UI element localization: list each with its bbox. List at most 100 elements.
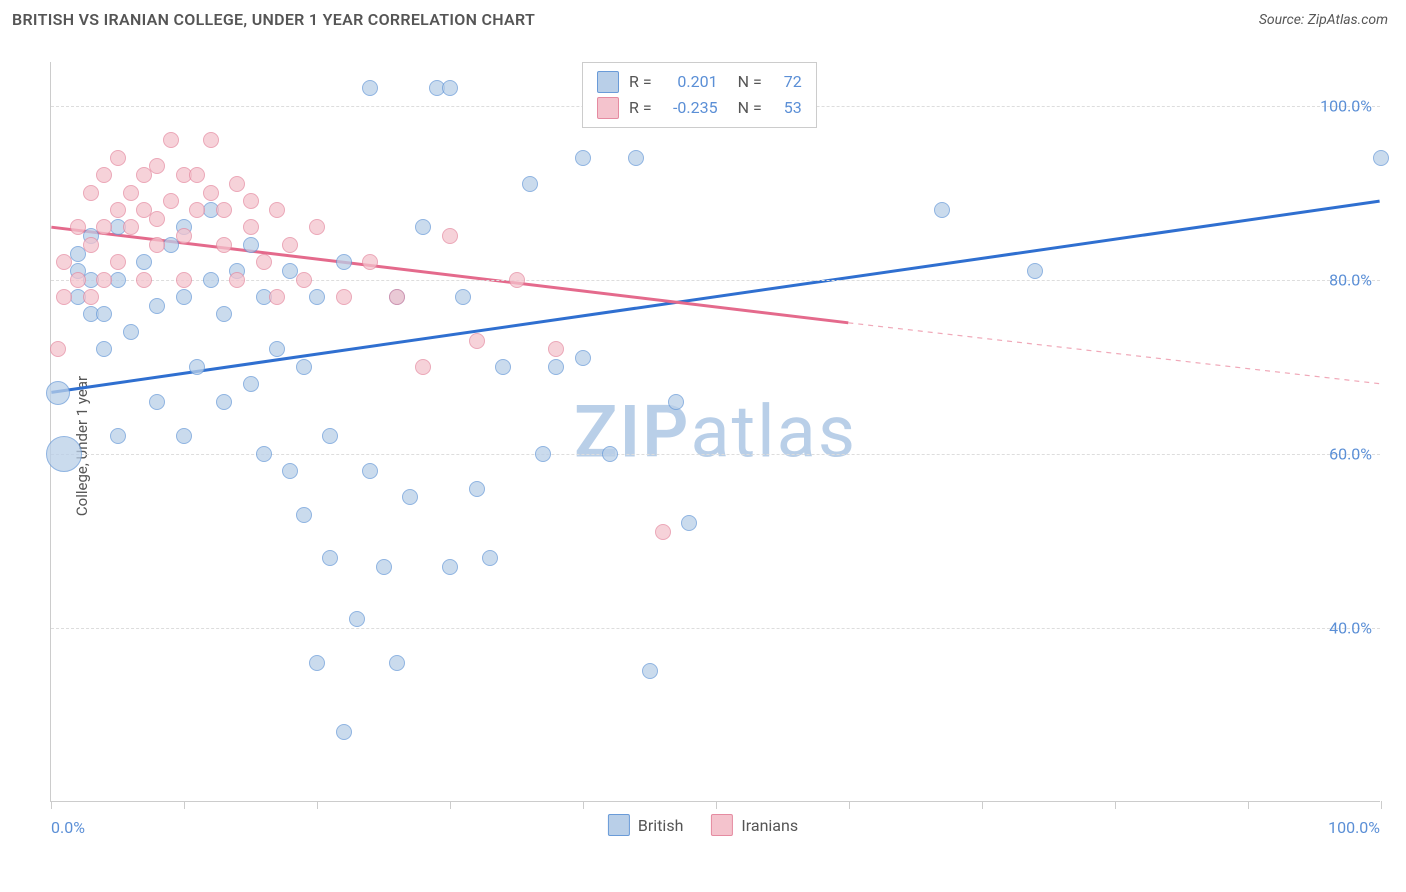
data-point bbox=[149, 394, 165, 410]
data-point bbox=[389, 289, 405, 305]
data-point bbox=[575, 350, 591, 366]
stats-legend-row: R =0.201N =72 bbox=[597, 69, 802, 95]
gridline bbox=[51, 280, 1380, 281]
data-point bbox=[123, 185, 139, 201]
chart-source: Source: ZipAtlas.com bbox=[1259, 12, 1388, 28]
trend-lines bbox=[51, 62, 1380, 801]
data-point bbox=[176, 272, 192, 288]
data-point bbox=[668, 394, 684, 410]
watermark: ZIPatlas bbox=[574, 389, 857, 474]
series-legend-item: Iranians bbox=[711, 814, 798, 836]
data-point bbox=[336, 724, 352, 740]
x-tick bbox=[1248, 801, 1249, 809]
data-point bbox=[256, 446, 272, 462]
data-point bbox=[469, 481, 485, 497]
data-point bbox=[96, 219, 112, 235]
x-tick bbox=[184, 801, 185, 809]
x-tick bbox=[849, 801, 850, 809]
data-point bbox=[442, 559, 458, 575]
x-tick bbox=[51, 801, 52, 809]
data-point bbox=[535, 446, 551, 462]
data-point bbox=[216, 202, 232, 218]
data-point bbox=[83, 289, 99, 305]
data-point bbox=[96, 341, 112, 357]
data-point bbox=[522, 176, 538, 192]
data-point bbox=[70, 272, 86, 288]
data-point bbox=[402, 489, 418, 505]
data-point bbox=[56, 254, 72, 270]
data-point bbox=[123, 324, 139, 340]
data-point bbox=[309, 289, 325, 305]
stats-legend-row: R =-0.235N =53 bbox=[597, 95, 802, 121]
data-point bbox=[216, 306, 232, 322]
n-value: 72 bbox=[772, 69, 802, 95]
gridline bbox=[51, 454, 1380, 455]
data-point bbox=[176, 289, 192, 305]
series-legend-label: Iranians bbox=[741, 816, 798, 835]
chart-title: BRITISH VS IRANIAN COLLEGE, UNDER 1 YEAR… bbox=[12, 10, 535, 29]
data-point bbox=[548, 359, 564, 375]
data-point bbox=[269, 202, 285, 218]
data-point bbox=[243, 376, 259, 392]
data-point bbox=[110, 150, 126, 166]
data-point bbox=[136, 272, 152, 288]
data-point bbox=[602, 446, 618, 462]
x-tick bbox=[317, 801, 318, 809]
data-point bbox=[56, 289, 72, 305]
data-point bbox=[256, 254, 272, 270]
x-tick bbox=[583, 801, 584, 809]
data-point bbox=[229, 272, 245, 288]
data-point bbox=[83, 237, 99, 253]
data-point bbox=[296, 507, 312, 523]
data-point bbox=[628, 150, 644, 166]
legend-swatch bbox=[608, 814, 630, 836]
x-tick bbox=[716, 801, 717, 809]
data-point bbox=[46, 381, 70, 405]
data-point bbox=[1027, 263, 1043, 279]
y-tick-label: 60.0% bbox=[1329, 444, 1372, 463]
data-point bbox=[110, 254, 126, 270]
data-point bbox=[96, 272, 112, 288]
n-label: N = bbox=[738, 69, 762, 95]
n-label: N = bbox=[738, 95, 762, 121]
data-point bbox=[934, 202, 950, 218]
legend-swatch bbox=[597, 97, 619, 119]
x-tick-label: 100.0% bbox=[1328, 818, 1380, 837]
data-point bbox=[189, 359, 205, 375]
data-point bbox=[50, 341, 66, 357]
stats-legend: R =0.201N =72R =-0.235N =53 bbox=[582, 62, 817, 128]
data-point bbox=[110, 428, 126, 444]
data-point bbox=[216, 237, 232, 253]
series-legend-item: British bbox=[608, 814, 683, 836]
data-point bbox=[96, 167, 112, 183]
data-point bbox=[149, 298, 165, 314]
x-tick bbox=[982, 801, 983, 809]
data-point bbox=[362, 80, 378, 96]
x-tick bbox=[1381, 801, 1382, 809]
data-point bbox=[216, 394, 232, 410]
data-point bbox=[176, 428, 192, 444]
gridline bbox=[51, 628, 1380, 629]
data-point bbox=[322, 550, 338, 566]
legend-swatch bbox=[597, 71, 619, 93]
data-point bbox=[349, 611, 365, 627]
data-point bbox=[575, 150, 591, 166]
data-point bbox=[83, 185, 99, 201]
data-point bbox=[123, 219, 139, 235]
data-point bbox=[149, 237, 165, 253]
data-point bbox=[509, 272, 525, 288]
data-point bbox=[282, 237, 298, 253]
data-point bbox=[362, 254, 378, 270]
data-point bbox=[336, 254, 352, 270]
data-point bbox=[269, 341, 285, 357]
data-point bbox=[163, 193, 179, 209]
data-point bbox=[229, 176, 245, 192]
chart-header: BRITISH VS IRANIAN COLLEGE, UNDER 1 YEAR… bbox=[0, 0, 1406, 35]
data-point bbox=[469, 333, 485, 349]
data-point bbox=[1373, 150, 1389, 166]
data-point bbox=[415, 359, 431, 375]
data-point bbox=[149, 158, 165, 174]
data-point bbox=[136, 254, 152, 270]
data-point bbox=[176, 228, 192, 244]
r-label: R = bbox=[629, 95, 652, 121]
